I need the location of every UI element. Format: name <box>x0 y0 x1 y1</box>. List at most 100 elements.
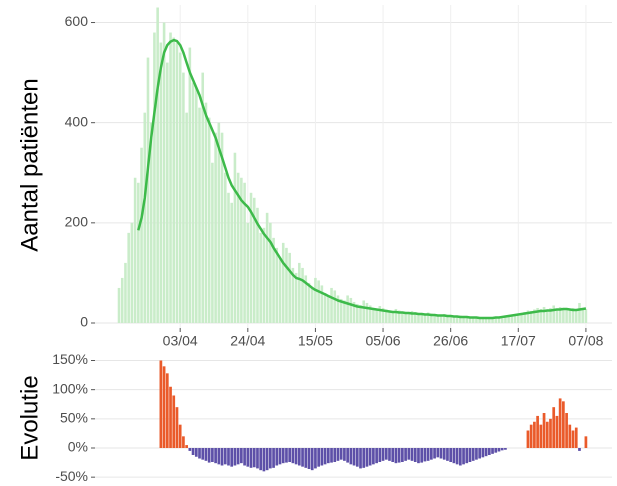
bar <box>256 207 259 323</box>
bar <box>542 306 546 323</box>
bar <box>513 314 517 323</box>
x-tick-label: 05/06 <box>366 333 401 349</box>
bar <box>185 445 188 448</box>
bar <box>500 318 504 323</box>
x-tick-label: 26/06 <box>433 333 468 349</box>
bar <box>262 448 266 472</box>
bar <box>442 313 446 323</box>
bar <box>545 309 549 323</box>
y-tick-label: 200 <box>65 214 89 230</box>
y-tick-label: 50% <box>60 410 88 426</box>
bar <box>217 122 221 323</box>
bar <box>297 448 301 466</box>
bar <box>317 448 321 467</box>
bar <box>314 277 317 323</box>
bar <box>455 316 459 323</box>
bar <box>433 314 436 323</box>
bar <box>465 316 469 323</box>
y-tick-label: 0 <box>80 314 88 330</box>
bar <box>391 448 395 462</box>
bar <box>471 448 475 461</box>
bar <box>240 177 243 323</box>
bar <box>507 315 510 323</box>
bar <box>584 436 588 448</box>
bar <box>359 448 362 469</box>
bar <box>568 310 572 323</box>
bar <box>574 427 578 448</box>
bar <box>327 295 330 323</box>
bar <box>130 222 134 323</box>
bar <box>504 316 507 323</box>
bar <box>281 242 285 323</box>
bar <box>491 316 494 323</box>
bar <box>356 303 359 323</box>
bar <box>278 448 282 465</box>
bar <box>211 162 214 323</box>
y-tick-label: 400 <box>65 113 89 129</box>
bar <box>468 448 472 462</box>
bar <box>372 448 375 465</box>
bar <box>220 132 224 323</box>
x-tick-label: 07/08 <box>568 333 603 349</box>
bar <box>259 448 263 471</box>
bar <box>449 315 452 323</box>
bar <box>533 309 536 323</box>
bar <box>539 308 543 323</box>
bar <box>149 122 153 323</box>
bar <box>195 87 198 323</box>
bar <box>388 310 391 323</box>
bar <box>304 448 308 468</box>
bar <box>262 227 266 323</box>
bar <box>365 302 369 323</box>
bar <box>153 32 156 323</box>
bar <box>246 222 250 323</box>
bar <box>549 418 552 448</box>
bar <box>452 448 456 464</box>
bar <box>426 448 430 461</box>
y-tick-label: 600 <box>65 13 89 29</box>
bar <box>401 448 404 462</box>
bar <box>439 315 443 323</box>
bar <box>355 448 359 467</box>
bar <box>475 448 478 460</box>
bar <box>478 316 481 323</box>
bar <box>326 448 330 464</box>
bar <box>578 302 581 323</box>
bar <box>310 448 314 471</box>
bar <box>127 232 130 323</box>
bar <box>478 448 482 459</box>
bar <box>124 262 127 323</box>
bar <box>336 295 340 323</box>
bar <box>413 311 417 323</box>
bar <box>346 295 349 323</box>
bar <box>137 182 140 323</box>
bar <box>397 310 401 323</box>
bar <box>487 448 491 455</box>
bar <box>517 313 520 323</box>
bar <box>201 72 205 323</box>
x-tick-label: 17/07 <box>501 333 536 349</box>
bar <box>169 32 172 323</box>
bar <box>394 448 398 464</box>
bar <box>156 7 159 323</box>
bar <box>278 257 282 323</box>
bar <box>491 448 494 454</box>
bar <box>558 306 562 323</box>
bar <box>352 301 356 323</box>
bar <box>471 317 475 323</box>
y-tick-label: -50% <box>55 468 88 484</box>
bar <box>188 47 192 323</box>
bar <box>304 275 308 323</box>
bar <box>562 401 565 448</box>
bar <box>233 152 237 323</box>
bar <box>256 448 259 469</box>
bar <box>558 398 562 448</box>
bar <box>375 448 378 464</box>
bar <box>529 310 533 323</box>
bar <box>223 172 227 323</box>
bar <box>143 112 147 323</box>
bar <box>162 366 166 448</box>
bar <box>484 318 488 323</box>
bar <box>510 315 514 323</box>
bar <box>320 448 324 466</box>
